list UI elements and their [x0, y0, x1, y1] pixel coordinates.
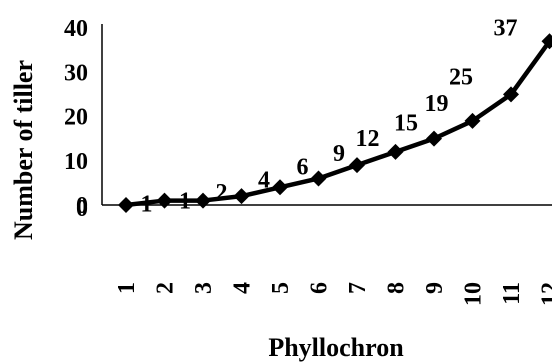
data-label: 12: [356, 126, 380, 152]
data-label: 9: [333, 141, 345, 167]
data-point: [118, 197, 134, 213]
data-label: 1: [179, 189, 191, 215]
x-tick-label: 3: [191, 282, 217, 294]
x-tick-label: 1: [114, 282, 140, 294]
data-label: 1: [141, 192, 153, 218]
x-tick-label: 5: [268, 282, 294, 294]
data-point: [310, 170, 327, 187]
data-label: 25: [449, 64, 473, 90]
data-point: [195, 192, 211, 209]
x-axis-title: Phyllochron: [268, 333, 404, 362]
y-tick-label: 20: [64, 105, 88, 131]
y-tick-label: 10: [64, 149, 88, 175]
x-tick-label: 7: [345, 282, 371, 294]
data-point: [503, 86, 519, 103]
y-tick-label: 0: [76, 193, 88, 219]
data-point: [233, 188, 250, 205]
data-point: [156, 192, 173, 209]
x-tick-label: 4: [230, 282, 256, 294]
x-tick-label: 8: [384, 282, 410, 294]
x-tick-label: 2: [153, 282, 179, 294]
y-tick-label: 30: [64, 60, 88, 86]
data-point: [272, 179, 288, 196]
x-tick-label: 9: [422, 282, 448, 294]
y-axis-title: Number of tiller: [9, 60, 38, 240]
x-tick-label: 10: [461, 282, 487, 306]
x-tick-label: 11: [499, 282, 525, 305]
data-label: 0: [76, 196, 88, 222]
y-tick-label: 40: [64, 16, 88, 42]
data-label: 4: [258, 167, 270, 193]
x-tick-labels: 1 2 3 4 5 6 7 8 9 10 11 12: [114, 282, 552, 306]
data-point: [541, 33, 552, 50]
data-point: [464, 112, 481, 129]
series-line: [125, 39, 552, 208]
series-path: [125, 39, 552, 208]
data-label: 2: [216, 180, 228, 206]
y-tick-labels: 0 10 20 30 40: [64, 16, 88, 219]
data-label: 19: [425, 91, 449, 117]
data-point: [426, 130, 442, 147]
x-tick-label: 6: [307, 282, 333, 294]
x-tick-label: 12: [538, 282, 552, 306]
data-label: 15: [394, 111, 418, 137]
data-label: 6: [297, 154, 309, 180]
data-point: [349, 157, 365, 174]
data-label: 37: [494, 15, 518, 41]
data-point: [387, 143, 404, 160]
series-markers: [118, 33, 552, 213]
